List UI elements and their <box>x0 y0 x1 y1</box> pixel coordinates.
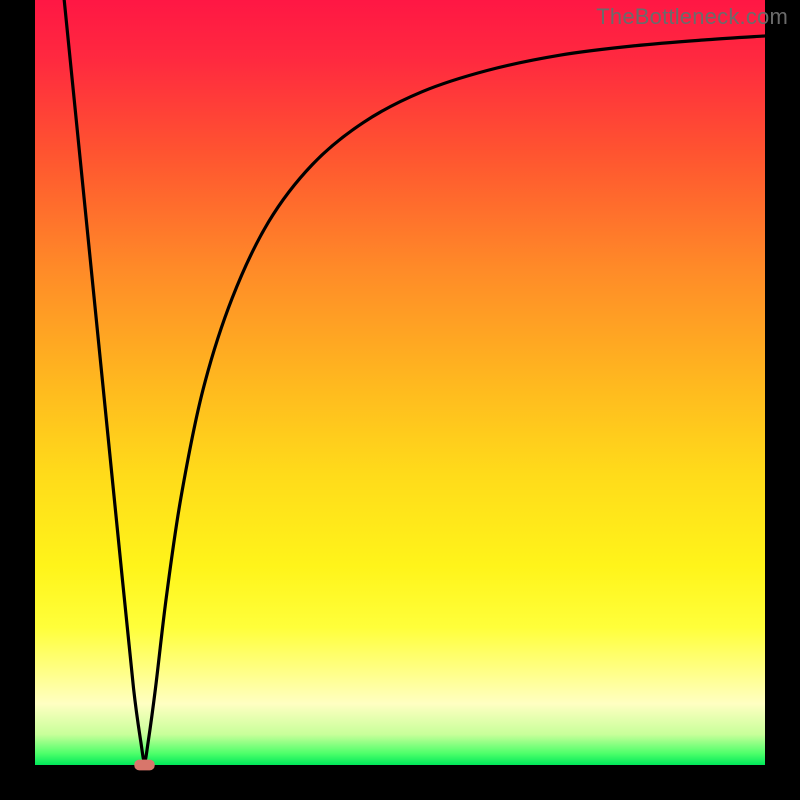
optimal-point-marker <box>134 760 154 771</box>
bottleneck-chart: TheBottleneck.com <box>0 0 800 800</box>
chart-background <box>35 0 765 765</box>
watermark-text: TheBottleneck.com <box>596 4 788 30</box>
chart-svg <box>0 0 800 800</box>
